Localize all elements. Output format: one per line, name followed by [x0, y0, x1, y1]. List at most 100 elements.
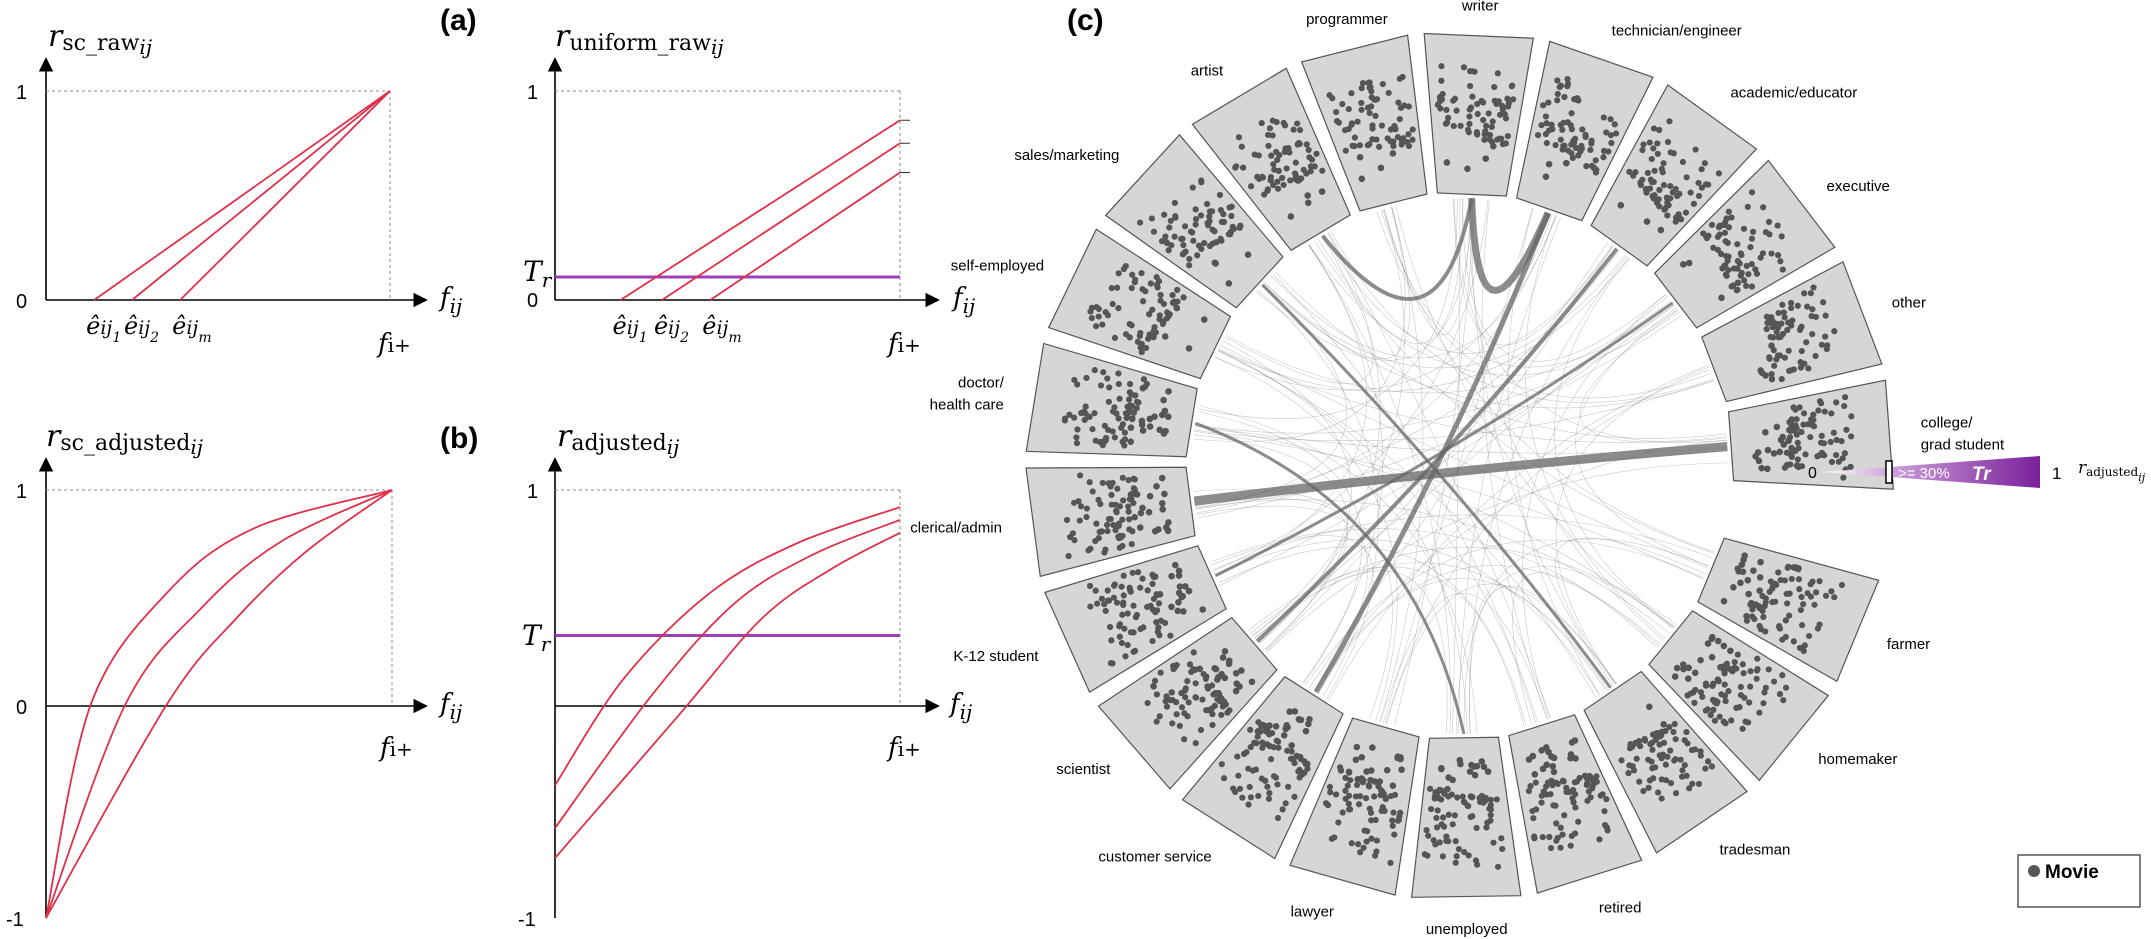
- dot: [1155, 624, 1162, 632]
- dot: [1775, 623, 1783, 630]
- dot: [1122, 653, 1129, 660]
- dot: [1133, 611, 1141, 619]
- dot: [1788, 304, 1795, 312]
- dot: [1538, 122, 1545, 129]
- dot: [1369, 136, 1376, 143]
- dot: [1603, 129, 1610, 136]
- y-axis-label: runiform_rawij: [555, 19, 724, 59]
- dot: [1592, 157, 1599, 164]
- dot: [1760, 700, 1767, 707]
- dot: [1125, 503, 1132, 510]
- dot: [1363, 838, 1370, 845]
- dot: [1352, 793, 1360, 800]
- dot: [1839, 455, 1846, 462]
- dot: [1728, 717, 1735, 724]
- dot: [1481, 131, 1488, 138]
- dot: [1671, 673, 1679, 680]
- dot: [1790, 638, 1797, 645]
- dot: [1372, 112, 1379, 119]
- dot: [1478, 758, 1486, 765]
- dot: [1786, 418, 1793, 426]
- dot: [1780, 309, 1787, 316]
- category-label: doctor/: [958, 374, 1005, 391]
- dot: [1423, 827, 1430, 834]
- dot: [1156, 590, 1164, 598]
- dot: [1660, 182, 1668, 189]
- dot: [1358, 85, 1365, 92]
- dot: [1607, 132, 1615, 139]
- dot: [1283, 165, 1290, 172]
- dot: [1140, 376, 1147, 383]
- dot: [1210, 691, 1217, 698]
- dot: [1698, 166, 1705, 173]
- dot: [1122, 331, 1130, 338]
- dot: [1385, 89, 1392, 97]
- dot: [1831, 328, 1838, 335]
- dot: [1247, 183, 1255, 190]
- dot: [1673, 664, 1681, 672]
- dot: [1660, 739, 1668, 746]
- dot: [1247, 743, 1254, 751]
- dot: [1335, 119, 1343, 126]
- series-line-2: [131, 90, 391, 301]
- dot: [1119, 474, 1126, 481]
- dot: [1720, 642, 1728, 650]
- dot: [1243, 749, 1250, 756]
- dot: [1099, 438, 1106, 445]
- dot: [1809, 330, 1816, 338]
- dot: [1333, 108, 1340, 116]
- dot: [1116, 395, 1123, 402]
- category-label: farmer: [1887, 636, 1930, 653]
- dot: [1658, 755, 1665, 762]
- dot: [1192, 740, 1199, 747]
- dot: [1779, 266, 1786, 273]
- dot: [1734, 651, 1741, 658]
- dot: [1244, 251, 1252, 258]
- dot: [1190, 237, 1197, 244]
- dot: [1142, 344, 1150, 352]
- dot: [1162, 698, 1169, 705]
- dot: [1358, 175, 1366, 183]
- dot: [1692, 686, 1699, 694]
- category-label: homemaker: [1818, 751, 1897, 768]
- dot: [1691, 699, 1698, 706]
- dot: [1586, 772, 1593, 780]
- chord: [1308, 244, 1680, 376]
- dot: [1118, 424, 1125, 431]
- dot: [1783, 461, 1791, 469]
- dot: [1287, 213, 1295, 220]
- dot: [1822, 592, 1830, 599]
- dot: [1082, 403, 1089, 410]
- dot: [1174, 286, 1181, 294]
- dot: [1147, 602, 1154, 609]
- chord: [1212, 514, 1712, 571]
- dot: [1818, 439, 1825, 446]
- dot: [1692, 146, 1699, 153]
- dot: [1715, 678, 1722, 685]
- dot: [1478, 792, 1486, 800]
- dot: [1246, 783, 1253, 791]
- dot: [1600, 147, 1608, 154]
- dot: [1771, 362, 1778, 369]
- dot: [1150, 573, 1158, 581]
- dot: [1564, 76, 1571, 83]
- dot: [1345, 769, 1353, 776]
- dot: [1820, 299, 1827, 306]
- dot: [1259, 744, 1266, 751]
- category-label: other: [1892, 295, 1926, 312]
- dot: [1267, 173, 1275, 181]
- dot: [1224, 709, 1231, 716]
- dot: [1352, 756, 1360, 764]
- category-label: retired: [1599, 900, 1642, 917]
- y-tick-label-0: 0: [16, 697, 27, 719]
- series-line-2: [45, 489, 393, 919]
- dot: [1168, 242, 1175, 249]
- dot: [1801, 290, 1808, 297]
- dot: [1745, 590, 1752, 598]
- dot: [1113, 599, 1121, 606]
- dot: [1139, 427, 1147, 434]
- dot: [1774, 252, 1782, 259]
- dot: [1274, 814, 1282, 822]
- dot: [1345, 106, 1352, 113]
- dot: [1737, 579, 1744, 587]
